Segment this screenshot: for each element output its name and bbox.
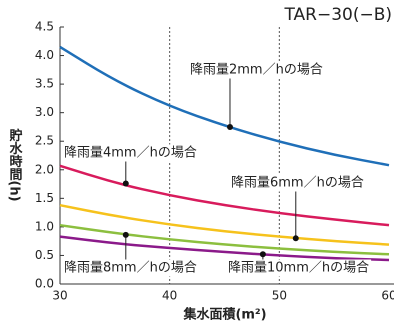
y-tick-label: 1.0 [35, 219, 54, 233]
label-bg [62, 144, 199, 162]
marker [292, 235, 299, 242]
series-line [59, 203, 390, 246]
legend-label: 降雨量10mm／hの場合 [228, 261, 369, 276]
series-line [59, 223, 390, 256]
label-bg [229, 174, 366, 192]
x-axis-label: 集水面積(m²) [182, 307, 266, 323]
legend-label: 降雨量2mm／hの場合 [190, 63, 323, 78]
x-tick-label: 50 [272, 289, 287, 303]
y-tick-label: 2.0 [35, 162, 54, 176]
y-tick-label: 3.5 [35, 77, 54, 91]
y-tick-label: 1.5 [35, 191, 54, 205]
y-tick-label: 4.0 [35, 48, 54, 62]
x-tick-label: 40 [162, 289, 177, 303]
y-axis-label: 貯水時間(h) [7, 128, 23, 202]
label-bg [188, 61, 325, 79]
marker [226, 123, 233, 130]
y-tick-label: 4.5 [35, 20, 54, 34]
marker [122, 180, 129, 187]
chart-title: TAR−30(−B) [283, 5, 392, 25]
y-tick-label: 0.0 [35, 277, 54, 291]
series-line [59, 235, 390, 262]
marker [259, 251, 266, 258]
label-bg [226, 259, 372, 277]
y-tick-label: 0.5 [35, 248, 54, 262]
x-tick-label: 30 [52, 289, 67, 303]
y-tick-label: 3.0 [35, 105, 54, 119]
legend-label: 降雨量4mm／hの場合 [64, 146, 197, 161]
series-line [59, 164, 390, 227]
label-bg [62, 259, 199, 277]
legend-label: 降雨量8mm／hの場合 [64, 261, 197, 276]
series-line [59, 45, 390, 167]
legend-label: 降雨量6mm／hの場合 [231, 176, 364, 191]
x-tick-label: 60 [381, 289, 394, 303]
marker [122, 231, 129, 238]
y-tick-label: 2.5 [35, 134, 54, 148]
